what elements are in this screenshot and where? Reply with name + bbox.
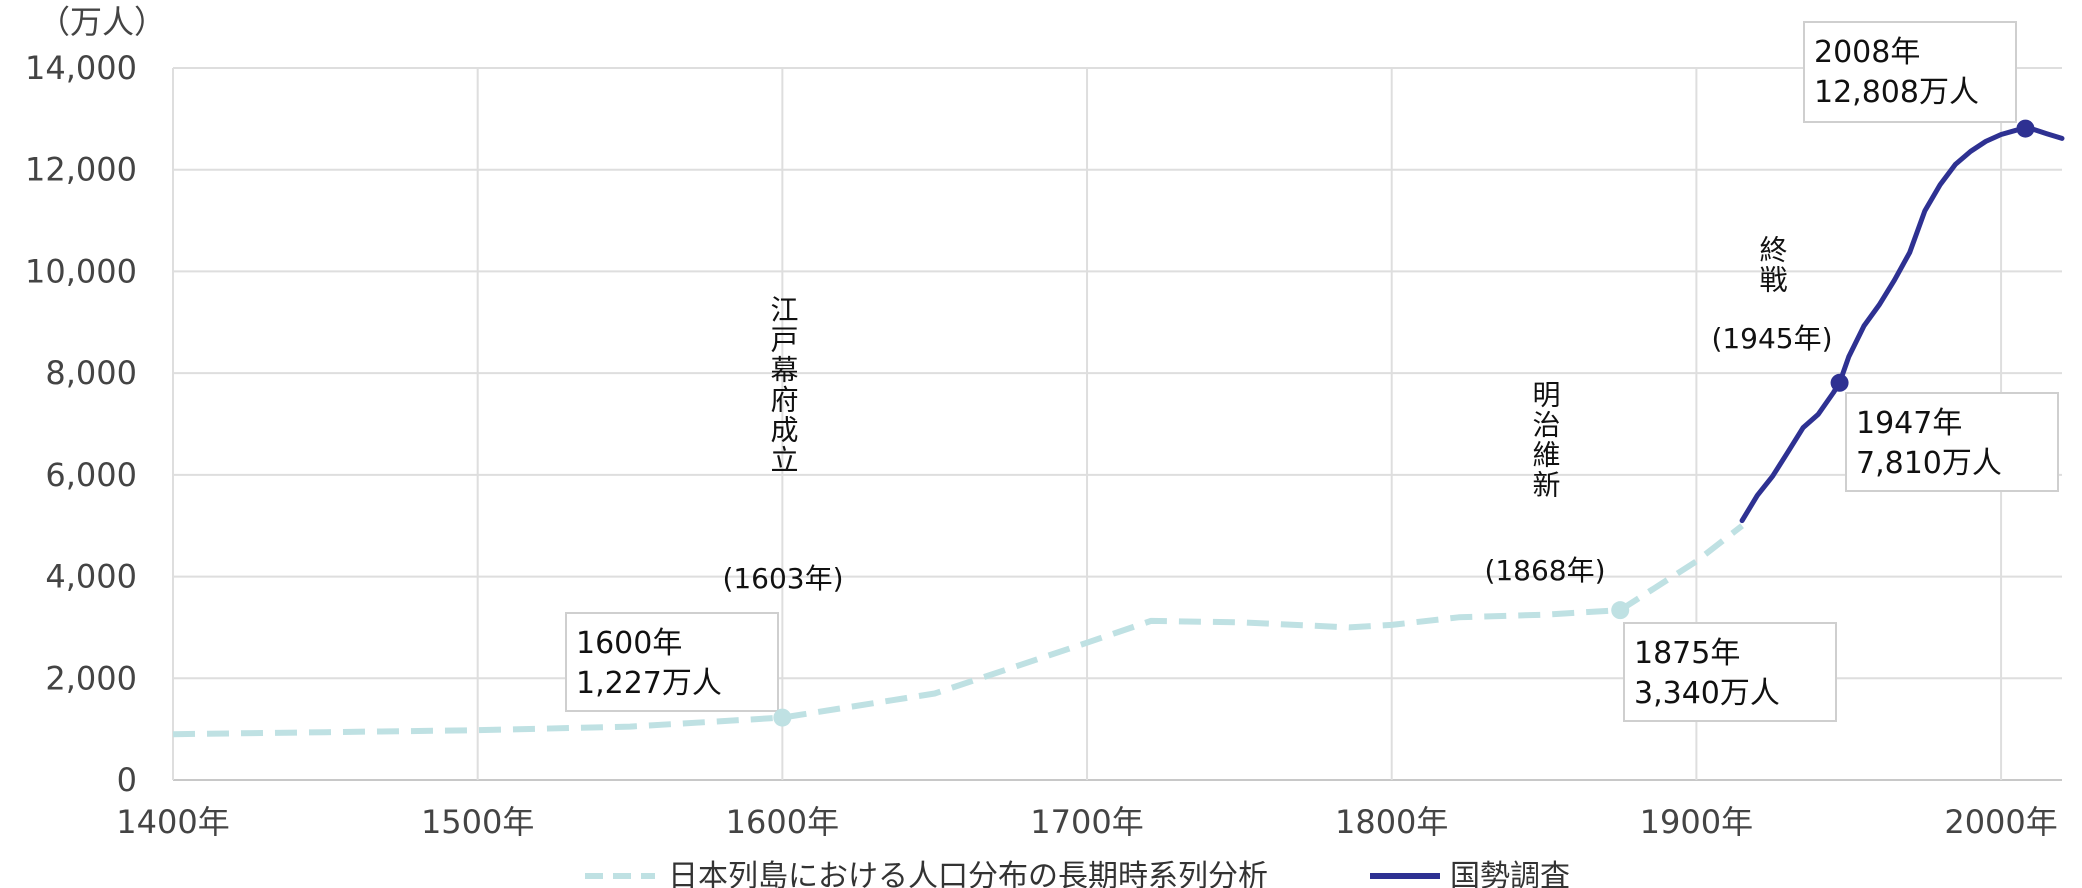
x-tick-label: 1900年 — [1640, 803, 1753, 841]
y-tick-label: 6,000 — [45, 456, 137, 494]
event-year: (1945年) — [1711, 322, 1832, 355]
point-callouts: 1600年 1,227万人 1875年 3,340万人 1947年 7,810万人 2008… — [565, 21, 2059, 727]
legend-label: 日本列島における人口分布の長期時系列分析 — [668, 859, 1268, 888]
y-tick-label: 2,000 — [45, 659, 137, 697]
x-tick-label: 1500年 — [421, 803, 534, 841]
callout-year: 1875年 — [1634, 636, 1740, 671]
event-label: 明治維新 — [1529, 380, 1562, 500]
event-year: (1603年) — [722, 562, 843, 595]
y-tick-label: 14,000 — [25, 49, 137, 87]
callout-box — [1845, 392, 2059, 492]
highlight-point — [773, 708, 792, 727]
historical-estimate-line — [172, 523, 1744, 738]
callout-year: 2008年 — [1814, 35, 1920, 70]
y-axis-unit-label: （万人） — [38, 3, 166, 41]
x-tick-label: 1400年 — [116, 803, 229, 841]
event-annotation: 明治維新 (1868年) — [1484, 380, 1605, 587]
callout-population: 7,810万人 — [1856, 446, 2002, 481]
callout-box — [565, 612, 779, 712]
y-tick-label: 10,000 — [25, 252, 137, 290]
x-tick-label: 1600年 — [726, 803, 839, 841]
y-tick-label: 8,000 — [45, 354, 137, 392]
y-tick-label: 0 — [117, 761, 137, 799]
callout-population: 12,808万人 — [1814, 75, 1979, 110]
legend: 日本列島における人口分布の長期時系列分析 国勢調査 — [585, 859, 1570, 888]
callout-box — [1803, 21, 2017, 123]
x-axis-ticks: 1400年 1500年 1600年 1700年 1800年 1900年 2000年 — [116, 803, 2058, 841]
legend-label: 国勢調査 — [1450, 859, 1570, 888]
callout-year: 1600年 — [576, 626, 682, 661]
callout-year: 1947年 — [1856, 406, 1962, 441]
event-label: 終戦 — [1756, 235, 1789, 295]
x-tick-label: 1700年 — [1030, 803, 1143, 841]
y-axis-ticks: 0 2,000 4,000 6,000 8,000 10,000 12,000 14,000 — [25, 49, 137, 799]
x-tick-label: 2000年 — [1944, 803, 2057, 841]
callout-population: 1,227万人 — [576, 666, 722, 701]
highlight-point — [1611, 601, 1630, 620]
highlight-point — [1830, 373, 1849, 392]
callout-box — [1623, 622, 1837, 722]
event-annotation: 江戸幕府成立 (1603年) — [722, 295, 843, 595]
x-tick-label: 1800年 — [1335, 803, 1448, 841]
event-annotation: 終戦 (1945年) — [1711, 235, 1832, 355]
event-year: (1868年) — [1484, 554, 1605, 587]
event-label: 江戸幕府成立 — [767, 295, 800, 475]
callout-population: 3,340万人 — [1634, 676, 1780, 711]
event-annotations: 江戸幕府成立 (1603年) 明治維新 (1868年) 終戦 (1945年) — [722, 235, 1832, 595]
y-tick-label: 4,000 — [45, 558, 137, 596]
highlight-point — [2016, 119, 2035, 138]
y-tick-label: 12,000 — [25, 151, 137, 189]
